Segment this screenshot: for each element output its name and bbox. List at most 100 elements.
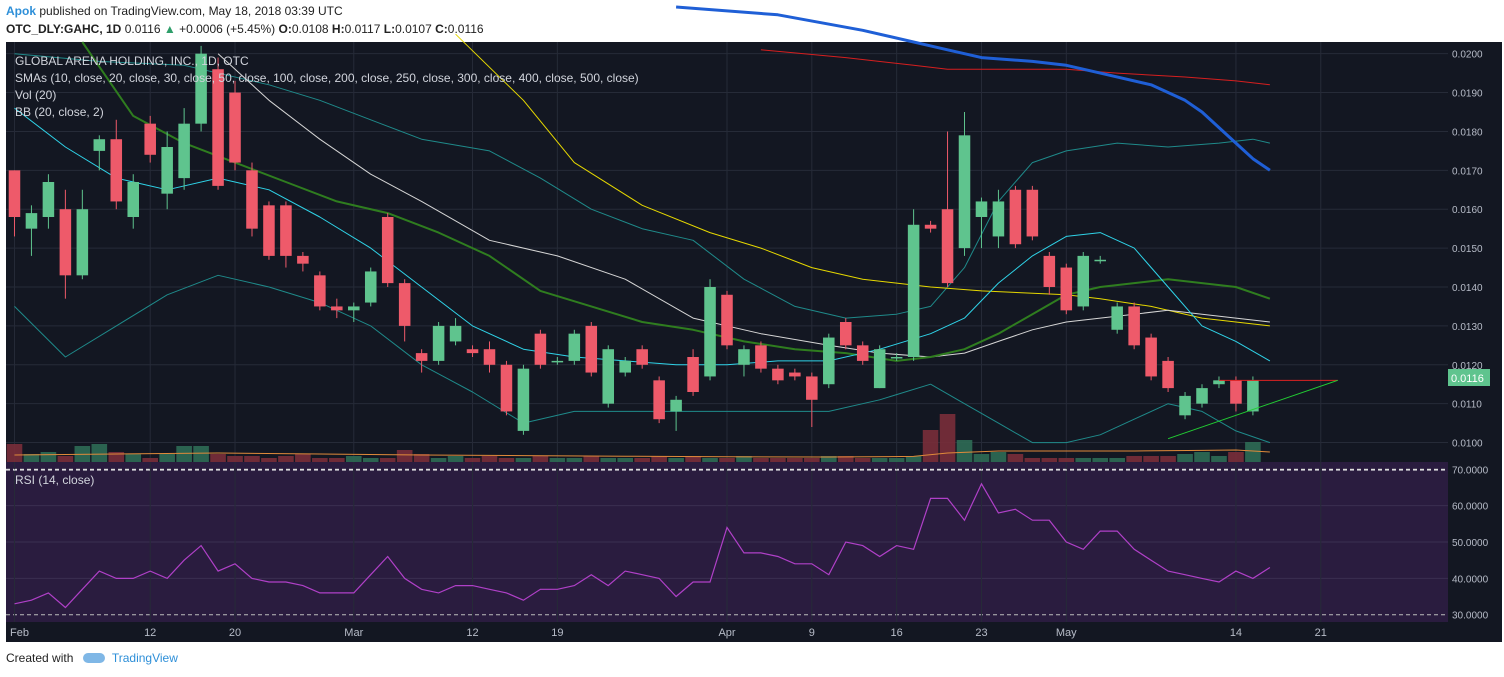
candle-body bbox=[76, 209, 89, 276]
volume-bar bbox=[1024, 458, 1041, 462]
candle-body bbox=[1009, 189, 1022, 245]
volume-bar bbox=[617, 458, 634, 462]
candle-body bbox=[1213, 380, 1225, 385]
volume-bar bbox=[939, 414, 956, 462]
candle-body bbox=[602, 349, 615, 404]
candle-body bbox=[873, 349, 886, 389]
candle-body bbox=[1077, 255, 1090, 307]
candle-body bbox=[1230, 380, 1242, 404]
volume-bar bbox=[125, 454, 142, 462]
volume-bar bbox=[922, 430, 939, 462]
time-tick-label: Mar bbox=[344, 627, 363, 639]
volume-bar bbox=[804, 458, 820, 462]
volume-bar bbox=[244, 456, 260, 462]
price-tick-label: 0.0110 bbox=[1452, 400, 1482, 411]
volume-bar bbox=[532, 456, 549, 462]
volume-bar bbox=[837, 456, 854, 462]
volume-bar bbox=[261, 458, 277, 462]
volume-bar bbox=[413, 454, 430, 462]
candle-body bbox=[364, 271, 377, 303]
candle-body bbox=[432, 325, 445, 361]
rsi-tick-label: 60.0000 bbox=[1452, 502, 1489, 513]
candle-body bbox=[8, 170, 21, 217]
support-trendline bbox=[1167, 379, 1338, 440]
candle-body bbox=[789, 372, 801, 377]
candle-body bbox=[314, 275, 326, 307]
volume-bar bbox=[210, 454, 226, 462]
volume-bar bbox=[1075, 458, 1092, 462]
time-tick-label: 14 bbox=[1230, 627, 1242, 639]
candle-body bbox=[1247, 380, 1259, 412]
volume-bar bbox=[888, 458, 905, 462]
volume-bar bbox=[1194, 452, 1210, 462]
trendlines bbox=[1167, 379, 1338, 440]
volume-bar bbox=[566, 458, 583, 462]
candle-body bbox=[1094, 259, 1106, 262]
volume-bar bbox=[1007, 454, 1024, 462]
candle-body bbox=[1060, 267, 1073, 311]
axis-labels: 0.0100 0.0110 0.0120 0.0130 0.0140 0.0150 0.01… bbox=[10, 50, 1489, 639]
volume-bar bbox=[1177, 454, 1193, 462]
volume-bar bbox=[634, 458, 650, 462]
candle-body bbox=[161, 147, 173, 194]
close-label: C: bbox=[435, 22, 448, 36]
candle-body bbox=[806, 376, 818, 400]
price-tick-label: 0.0150 bbox=[1452, 244, 1483, 255]
price-tick-label: 0.0200 bbox=[1452, 50, 1483, 61]
time-axis[interactable] bbox=[6, 622, 1502, 642]
high-label: H: bbox=[331, 22, 345, 36]
created-with-text: Created with bbox=[6, 651, 74, 665]
author-link[interactable]: Apok bbox=[6, 4, 36, 18]
volume-bar bbox=[481, 456, 498, 462]
candle-body bbox=[500, 364, 513, 412]
candle-body bbox=[195, 53, 207, 124]
price-tick-label: 0.0130 bbox=[1452, 322, 1483, 333]
sma200-line bbox=[675, 5, 1271, 172]
candle-body bbox=[1196, 388, 1208, 404]
candle-body bbox=[975, 201, 988, 217]
candle-body bbox=[856, 345, 869, 361]
volume-bar bbox=[515, 458, 532, 462]
candle-body bbox=[42, 182, 55, 217]
candle-body bbox=[1145, 337, 1157, 377]
candle-body bbox=[568, 333, 581, 361]
volume-bar bbox=[278, 456, 294, 462]
tradingview-logo-icon bbox=[82, 653, 105, 663]
open-label: O: bbox=[278, 22, 292, 36]
candle-body bbox=[619, 360, 631, 373]
volume-bar bbox=[295, 454, 311, 462]
volume-bar bbox=[685, 456, 701, 462]
candle-body bbox=[890, 357, 903, 359]
volume-bar bbox=[1092, 458, 1109, 462]
volume-bar bbox=[6, 444, 23, 462]
ohlc-line: OTC_DLY:GAHC, 1D 0.0116 ▲ +0.0006 (+5.45… bbox=[6, 22, 484, 36]
volume-bar bbox=[464, 458, 481, 462]
bb-lower-line bbox=[14, 274, 1271, 444]
candle-body bbox=[1043, 255, 1056, 287]
rsi-tick-label: 70.0000 bbox=[1452, 465, 1489, 476]
price-tick-label: 0.0100 bbox=[1452, 439, 1483, 450]
candle-body bbox=[721, 294, 733, 346]
price-tick-label: 0.0190 bbox=[1452, 89, 1483, 100]
volume-bar bbox=[159, 454, 175, 462]
low-value: 0.0107 bbox=[395, 22, 432, 36]
low-label: L: bbox=[383, 22, 396, 36]
volume-bar bbox=[583, 456, 600, 462]
volume-bar bbox=[820, 456, 837, 462]
volume-bar bbox=[1211, 456, 1227, 462]
candle-body bbox=[534, 333, 547, 365]
volume-bar bbox=[227, 456, 243, 462]
candle-body bbox=[738, 349, 750, 365]
volume-ma-line bbox=[14, 449, 1270, 458]
volume-bar bbox=[396, 450, 413, 462]
rsi-series bbox=[14, 482, 1271, 609]
tradingview-link[interactable]: TradingView bbox=[111, 651, 178, 665]
candle-body bbox=[178, 123, 190, 179]
candle-body bbox=[992, 201, 1005, 237]
grid bbox=[6, 42, 1448, 622]
price-axis[interactable] bbox=[1448, 42, 1502, 622]
volume-bar bbox=[1041, 458, 1058, 462]
time-tick-label: 16 bbox=[891, 627, 903, 639]
candle-body bbox=[466, 349, 479, 354]
